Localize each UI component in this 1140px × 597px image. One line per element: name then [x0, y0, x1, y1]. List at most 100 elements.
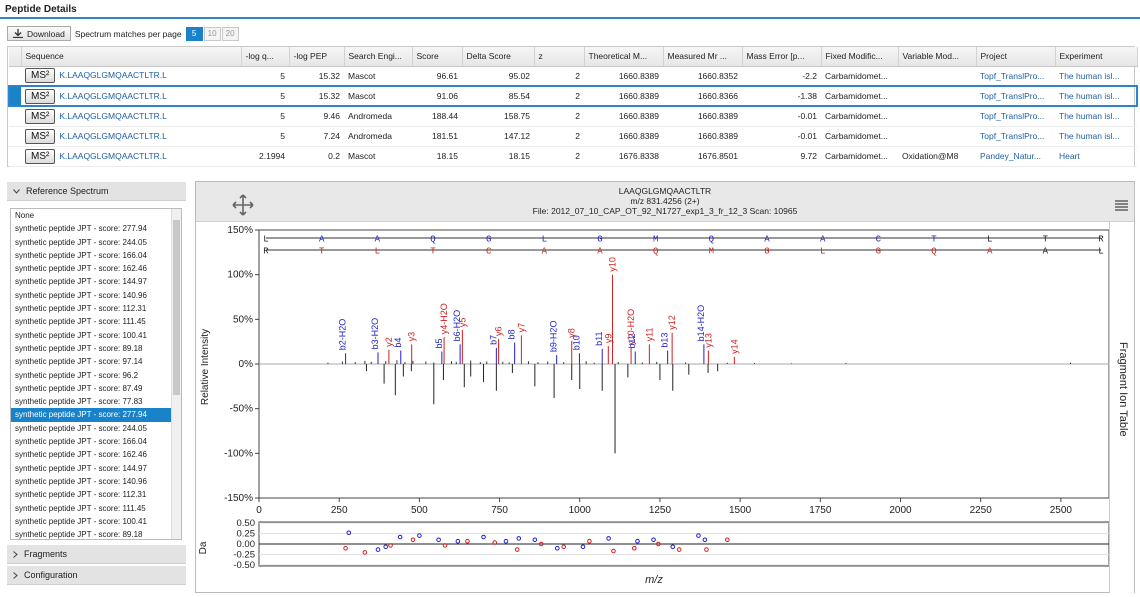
fragment-ion-table-tab[interactable]: Fragment Ion Table — [1109, 222, 1134, 593]
column-header[interactable]: Variable Mod... — [898, 47, 977, 67]
column-header[interactable]: Score — [412, 47, 463, 67]
ms2-button[interactable]: MS² — [25, 68, 56, 84]
ms2-button[interactable]: MS² — [25, 128, 56, 144]
y-tick-label: 50% — [233, 314, 253, 325]
table-cell: The human isl... — [1055, 66, 1137, 87]
b-ion-label: b9-H2O — [549, 321, 559, 353]
reference-list-item[interactable]: synthetic peptide JPT - score: 97.14 — [15, 357, 143, 367]
sequence-link[interactable]: K.LAAQGLGMQAACTLTR.L — [59, 110, 167, 121]
fragments-header[interactable]: Fragments — [7, 545, 186, 564]
row-selector[interactable] — [9, 126, 21, 147]
ms2-button[interactable]: MS² — [25, 108, 56, 124]
page-size-10[interactable]: 10 — [203, 26, 221, 41]
reference-list-item[interactable]: synthetic peptide JPT - score: 244.05 — [15, 237, 147, 247]
psm-table: Sequence -log q... -log PEP Search Engi... S… — [7, 46, 1138, 167]
table-row[interactable]: MS² K.LAAQGLGMQAACTLTR.L 5 9.46 Andromeda 188… — [9, 106, 1137, 127]
reference-list-item[interactable]: synthetic peptide JPT - score: 112.31 — [15, 304, 147, 314]
column-header[interactable]: Project — [976, 47, 1056, 67]
column-header[interactable]: Theoretical M... — [584, 47, 664, 67]
y-error-point — [587, 538, 592, 544]
sequence-link[interactable]: K.LAAQGLGMQAACTLTR.L — [59, 70, 167, 81]
column-header[interactable]: Mass Error [p... — [742, 47, 822, 67]
file-scan-info: File: 2012_07_10_CAP_OT_92_N1727_exp1_3_… — [532, 206, 798, 216]
column-header[interactable]: Fixed Modific... — [821, 47, 899, 67]
table-cell: 5 — [241, 66, 289, 87]
table-cell: 188.44 — [412, 106, 462, 127]
reference-list-item[interactable]: synthetic peptide JPT - score: 87.49 — [15, 383, 143, 393]
reference-list-item[interactable]: synthetic peptide JPT - score: 162.46 — [15, 450, 147, 460]
reference-list-item[interactable]: synthetic peptide JPT - score: 89.18 — [15, 530, 143, 540]
row-selector[interactable] — [9, 66, 21, 87]
spectrum-viewer: LAAQGLGMQAACTLTR m/z 831.4256 (2+) File:… — [195, 181, 1135, 593]
column-header[interactable]: Experiment — [1055, 47, 1138, 67]
row-selector[interactable] — [9, 146, 21, 167]
column-header[interactable]: -log PEP — [289, 47, 345, 67]
configuration-header[interactable]: Configuration — [7, 566, 186, 585]
table-cell: 181.51 — [412, 126, 462, 147]
page-size-5[interactable]: 5 — [185, 26, 203, 41]
reference-spectrum-list[interactable]: None synthetic peptide JPT - score: 277.9… — [10, 208, 182, 540]
spectrum-header: LAAQGLGMQAACTLTR m/z 831.4256 (2+) File:… — [196, 182, 1134, 222]
sequence-link[interactable]: K.LAAQGLGMQAACTLTR.L — [59, 90, 167, 101]
reference-list-item[interactable]: synthetic peptide JPT - score: 166.04 — [15, 250, 147, 260]
reference-list-item[interactable]: synthetic peptide JPT - score: 144.97 — [15, 463, 147, 473]
row-selector[interactable] — [9, 106, 21, 127]
y-ladder-letter: A — [1043, 247, 1049, 257]
column-header[interactable]: Delta Score — [462, 47, 535, 67]
sequence-link[interactable]: K.LAAQGLGMQAACTLTR.L — [59, 150, 167, 161]
column-header[interactable]: z — [534, 47, 585, 67]
column-header[interactable]: Measured Mr ... — [663, 47, 743, 67]
table-row[interactable]: MS² K.LAAQGLGMQAACTLTR.L 2.1994 0.2 Mascot 18… — [9, 146, 1137, 167]
page-size-selector: 5 10 20 — [185, 26, 239, 41]
reference-list-item[interactable]: synthetic peptide JPT - score: 111.45 — [15, 317, 146, 327]
column-header[interactable]: Search Engi... — [344, 47, 413, 67]
ms2-button[interactable]: MS² — [25, 148, 56, 164]
table-row[interactable]: MS² K.LAAQGLGMQAACTLTR.L 5 15.32 Mascot 91.06… — [8, 85, 1138, 107]
reference-list-item[interactable]: None — [15, 211, 35, 220]
b-ladder-letter: T — [931, 235, 937, 245]
b-error-point — [481, 534, 486, 540]
spectrum-chart[interactable]: 150% 100% 50% 0% -50% -100% -150%0 250 500 750 100… — [196, 222, 1109, 593]
table-row[interactable]: MS² K.LAAQGLGMQAACTLTR.L 5 15.32 Mascot 96.61… — [9, 66, 1137, 87]
reference-list-item[interactable]: synthetic peptide JPT - score: 166.04 — [15, 437, 147, 447]
reference-list-item[interactable]: synthetic peptide JPT - score: 277.94 — [15, 224, 147, 234]
menu-icon[interactable] — [1115, 200, 1128, 211]
table-cell: 1660.8389 — [663, 126, 742, 147]
reference-list-item[interactable]: synthetic peptide JPT - score: 144.97 — [15, 277, 147, 287]
reference-list-item[interactable]: synthetic peptide JPT - score: 77.83 — [15, 397, 143, 407]
left-panel: Reference Spectrum None synthetic peptide… — [7, 182, 186, 588]
spectrum-matches-label: Spectrum matches per page — [74, 28, 182, 39]
reference-list-item[interactable]: synthetic peptide JPT - score: 96.2 — [15, 370, 139, 380]
x-tick-label: 0 — [256, 505, 262, 516]
reference-spectrum-header[interactable]: Reference Spectrum — [7, 182, 186, 201]
table-cell: 2.1994 — [241, 146, 289, 167]
reference-list-item[interactable]: synthetic peptide JPT - score: 100.41 — [15, 330, 147, 340]
y-ion-label: y2 — [384, 337, 394, 347]
reference-list-item[interactable]: synthetic peptide JPT - score: 140.96 — [15, 290, 147, 300]
download-button[interactable]: Download — [7, 26, 71, 41]
page-size-20[interactable]: 20 — [221, 26, 239, 41]
column-header[interactable]: -log q... — [241, 47, 290, 67]
list-scrollbar[interactable] — [171, 209, 181, 539]
y-ladder-letter: G — [876, 247, 881, 257]
reference-list-item[interactable]: synthetic peptide JPT - score: 162.46 — [15, 264, 147, 274]
reference-list-item[interactable]: synthetic peptide JPT - score: 100.41 — [15, 516, 147, 526]
column-header[interactable] — [9, 47, 22, 67]
reference-list-item[interactable]: synthetic peptide JPT - score: 112.31 — [15, 490, 147, 500]
table-cell: 15.32 — [289, 85, 344, 107]
y-tick-label: 0% — [239, 359, 254, 370]
reference-list-item[interactable]: synthetic peptide JPT - score: 111.45 — [15, 503, 146, 513]
move-icon[interactable] — [232, 194, 254, 216]
table-cell: 5 — [241, 126, 289, 147]
reference-list-item[interactable]: synthetic peptide JPT - score: 140.96 — [15, 476, 147, 486]
column-header[interactable]: Sequence — [21, 47, 242, 67]
y-ladder-letter: T — [319, 247, 325, 257]
sequence-link[interactable]: K.LAAQGLGMQAACTLTR.L — [59, 130, 167, 141]
reference-list-item[interactable]: synthetic peptide JPT - score: 277.94 — [11, 408, 181, 422]
row-selector[interactable] — [8, 85, 21, 107]
reference-list-item[interactable]: synthetic peptide JPT - score: 244.05 — [15, 423, 147, 433]
reference-list-item[interactable]: synthetic peptide JPT - score: 89.18 — [15, 343, 143, 353]
ms2-button[interactable]: MS² — [25, 88, 56, 104]
y-ion-label: y12 — [667, 315, 677, 330]
table-row[interactable]: MS² K.LAAQGLGMQAACTLTR.L 5 7.24 Andromeda 181… — [9, 126, 1137, 147]
